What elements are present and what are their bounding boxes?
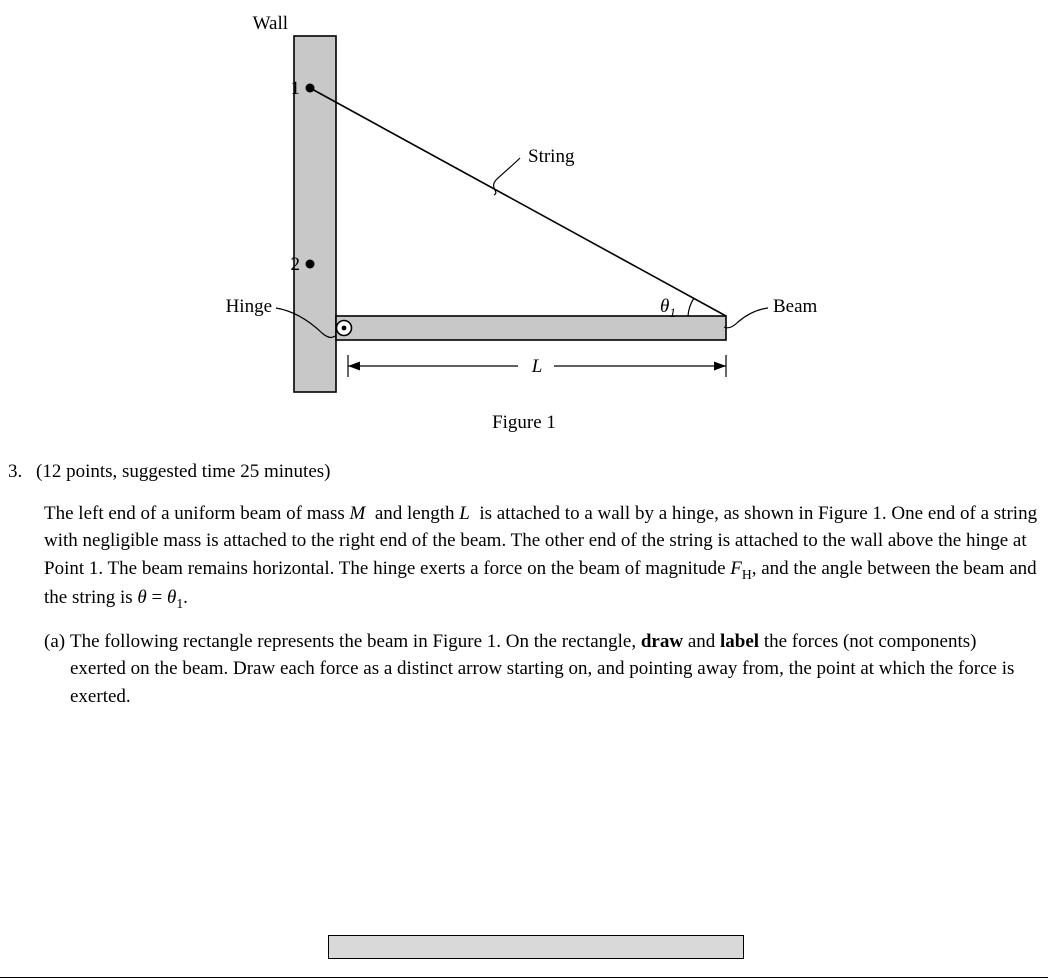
string-leader [494,158,520,195]
point-1-label: 1 [291,78,301,99]
hinge-label: Hinge [226,296,272,317]
question-number: 3. [8,458,36,486]
question-header: 3.(12 points, suggested time 25 minutes) [8,458,1038,486]
question-points: (12 points, suggested time 25 minutes) [36,461,330,482]
point-2-label: 2 [291,254,301,275]
string-label: String [528,146,575,167]
beam-label: Beam [773,296,818,317]
string-line [310,88,726,316]
answer-beam-rect [328,935,744,959]
part-a: (a)The following rectangle represents th… [44,628,1038,711]
beam-leader [724,308,768,328]
angle-arc [688,298,694,316]
length-label: L [531,356,543,377]
part-a-text: The following rectangle represents the b… [70,628,1030,711]
hinge-inner [342,326,347,331]
figure-1: Wall 1 2 Hinge String Beam L θ1 Figure 1 [0,0,1048,440]
page: Wall 1 2 Hinge String Beam L θ1 Figure 1… [0,0,1048,978]
beam-rect [336,316,726,340]
question-text: 3.(12 points, suggested time 25 minutes)… [8,458,1038,711]
point-2-dot [306,260,315,269]
question-body: The left end of a uniform beam of mass M… [44,500,1038,614]
part-a-letter: (a) [44,628,70,656]
figure-caption: Figure 1 [492,412,556,433]
wall-label: Wall [253,13,288,34]
angle-label: θ1 [660,296,676,320]
wall-rect [294,36,336,392]
